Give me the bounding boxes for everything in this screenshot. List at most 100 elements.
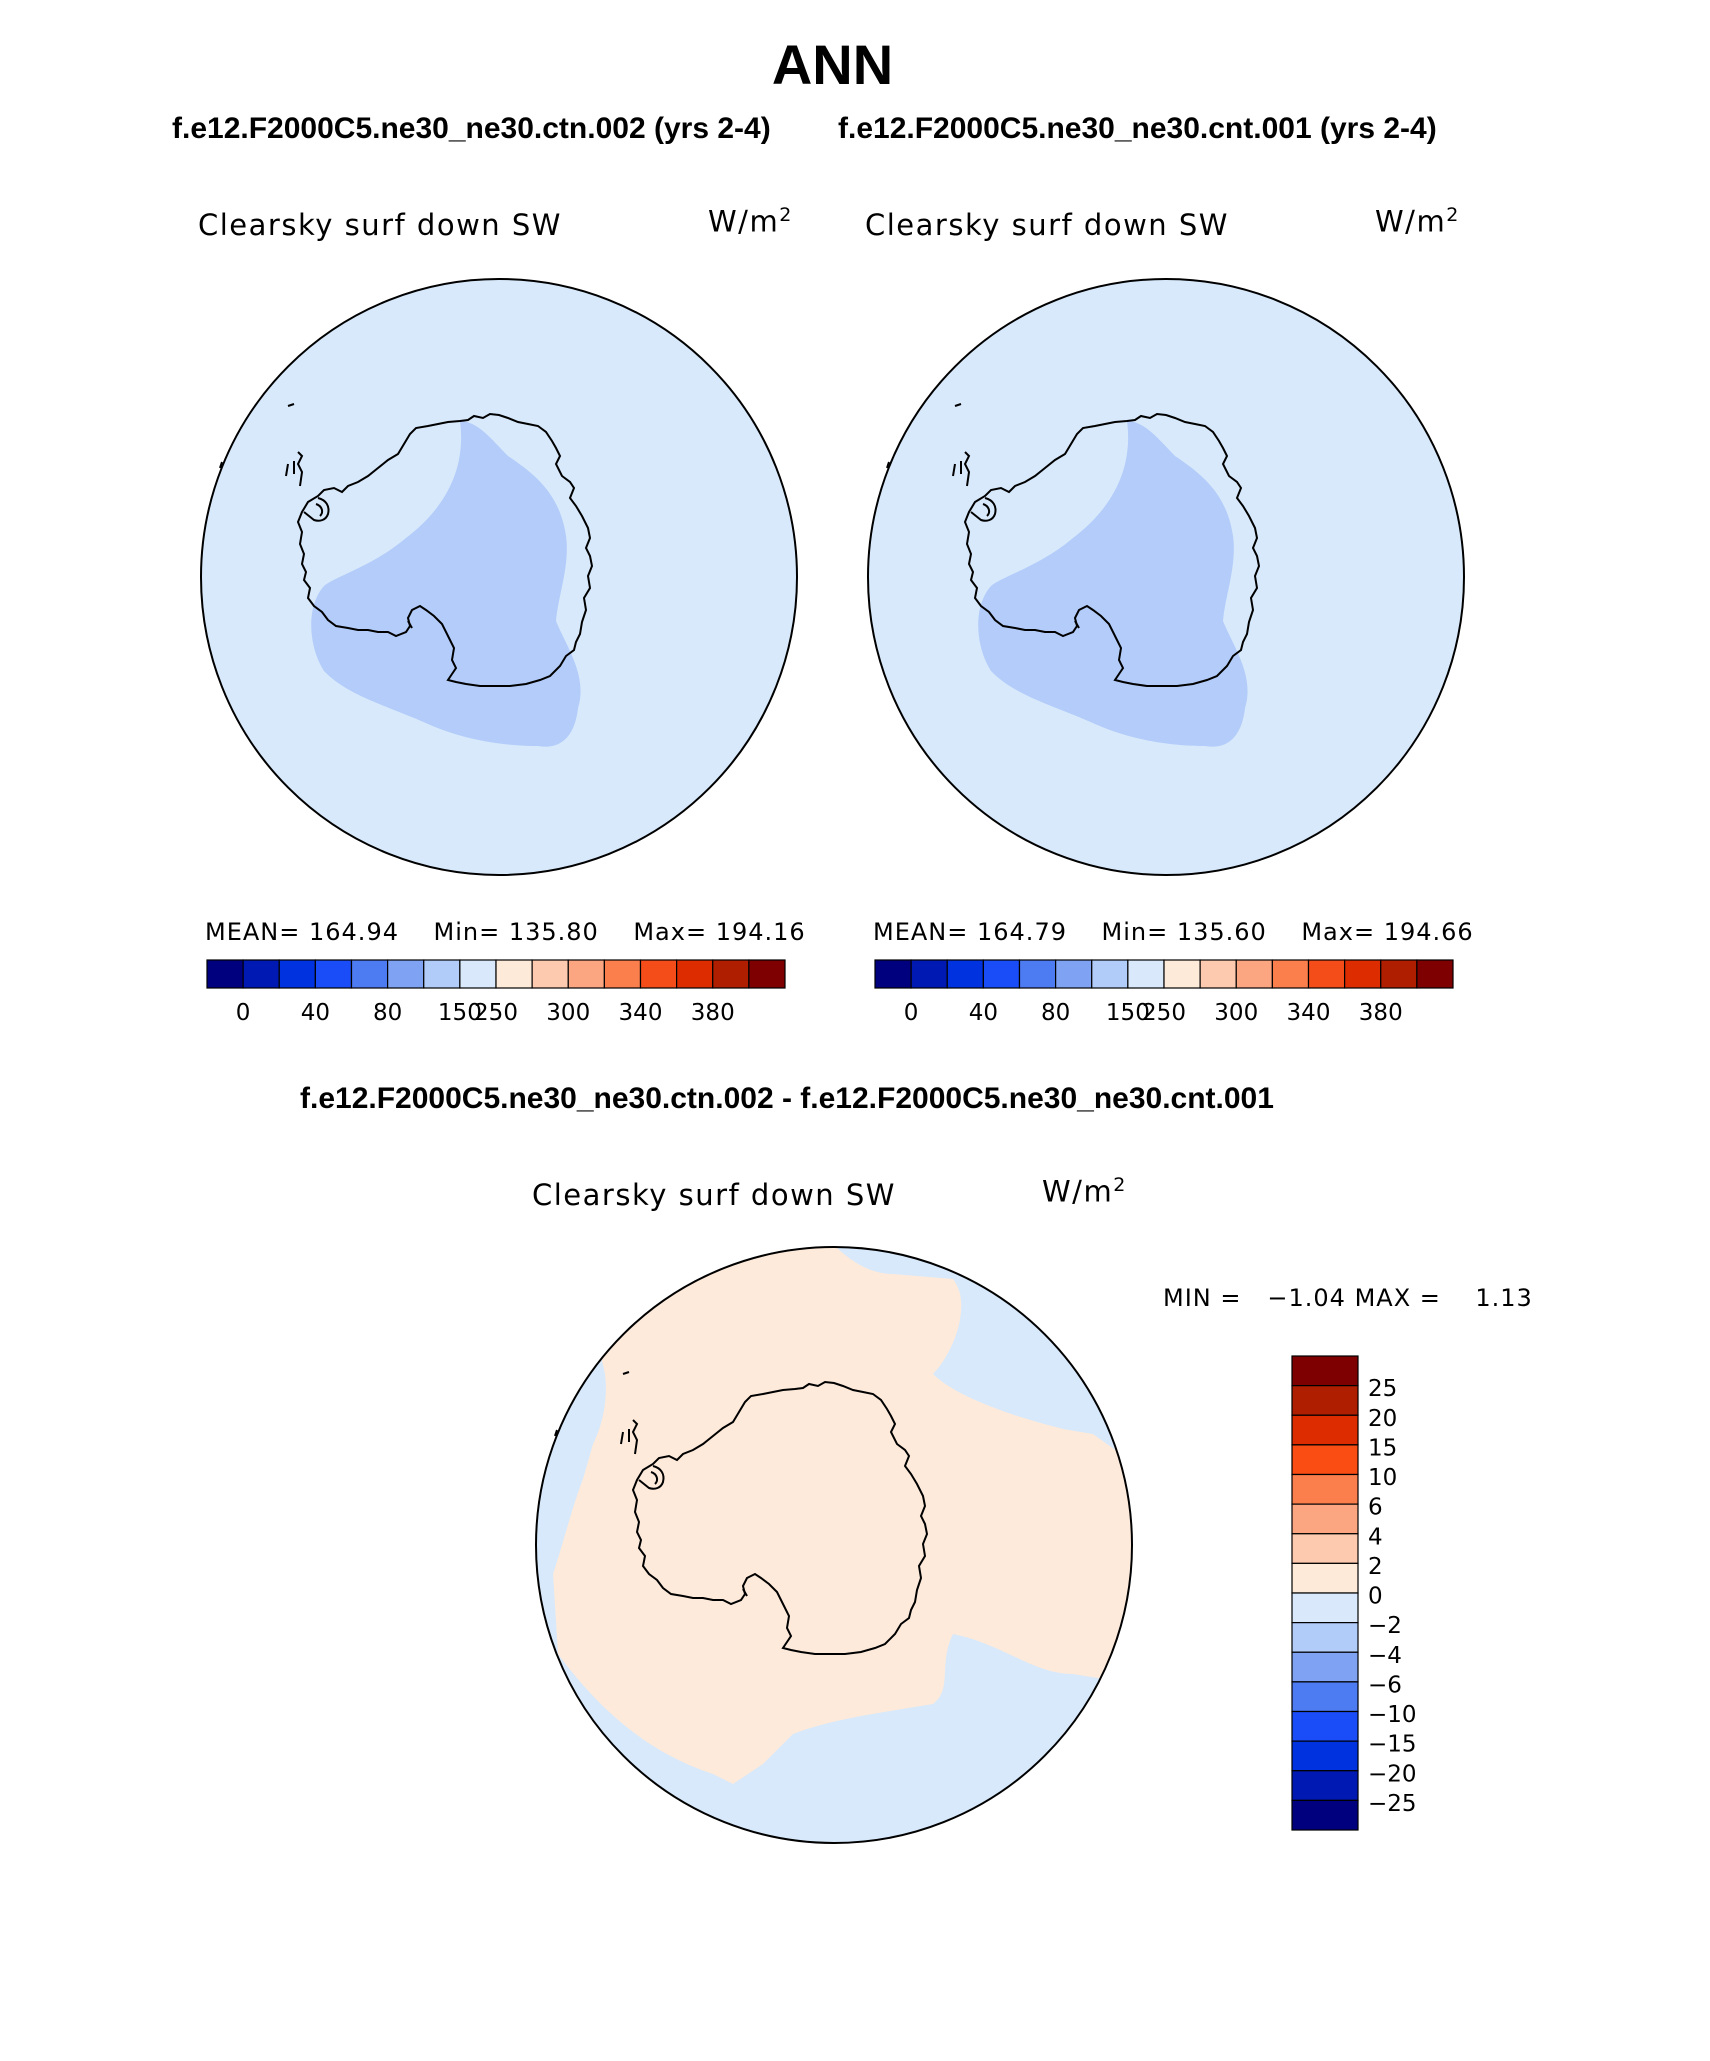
colorbar-box: [1291, 1651, 1359, 1683]
difference-map: [535, 1246, 1133, 1844]
colorbar-box: [1380, 959, 1418, 989]
colorbar-box: [603, 959, 642, 989]
colorbar-tick-label: 150: [1106, 1000, 1150, 1026]
colorbar-tick-label: 380: [691, 1000, 735, 1026]
panel2-mean-value: 164.79: [977, 918, 1067, 946]
colorbar-box: [1291, 1414, 1359, 1446]
colorbar-box: [567, 959, 605, 989]
panel1-stats: MEAN= 164.94 Min= 135.80 Max= 194.16: [205, 918, 806, 946]
colorbar-tick-label: 340: [619, 1000, 663, 1026]
colorbar-box: [1091, 959, 1129, 989]
colorbar-box: [531, 959, 569, 989]
colorbar-tick-label: 40: [969, 1000, 998, 1026]
colorbar-tick-label: 300: [546, 1000, 590, 1026]
colorbar-tick-label: 10: [1368, 1465, 1397, 1491]
diff-variable-label: Clearsky surf down SW: [532, 1178, 896, 1212]
colorbar-box: [1291, 1622, 1359, 1653]
colorbar-tick-label: 80: [1041, 1000, 1070, 1026]
colorbar-box: [1127, 959, 1165, 989]
colorbar-tick-label: −6: [1368, 1672, 1402, 1698]
colorbar-box: [1291, 1799, 1359, 1831]
colorbar-tick-label: −2: [1368, 1613, 1402, 1639]
panel1-mean-value: 164.94: [309, 918, 399, 946]
colorbar-box: [1291, 1444, 1359, 1476]
colorbar-tick-label: 340: [1287, 1000, 1331, 1026]
colorbar-tick-label: 300: [1214, 1000, 1258, 1026]
colorbar-box: [1291, 1473, 1359, 1505]
colorbar-tick-label: 40: [301, 1000, 330, 1026]
colorbar-box: [910, 959, 948, 989]
colorbar-box: [1291, 1592, 1359, 1624]
panel2-variable-label: Clearsky surf down SW: [865, 208, 1229, 242]
colorbar-tick-label: 0: [1368, 1584, 1383, 1610]
colorbar-box: [1307, 959, 1346, 989]
diff-minmax: MIN = −1.04 MAX = 1.13: [1163, 1284, 1533, 1312]
colorbar-box: [1344, 959, 1382, 989]
colorbar-box: [874, 959, 912, 989]
colorbar-tick-label: −10: [1368, 1702, 1417, 1728]
colorbar-box: [1199, 959, 1237, 989]
colorbar-box: [1291, 1562, 1359, 1594]
colorbar-box: [1163, 959, 1201, 989]
panel2-antarctica-coastline: [886, 403, 1261, 687]
colorbar-box: [1291, 1503, 1359, 1535]
colorbar-tick-label: 6: [1368, 1495, 1383, 1521]
colorbar-tick-label: 0: [236, 1000, 251, 1026]
colorbar-box: [1271, 959, 1310, 989]
panel2-units-label: W/m2: [1375, 204, 1460, 239]
colorbar-box: [1291, 1355, 1359, 1387]
panel1-max-value: 194.16: [715, 918, 806, 946]
colorbar-tick-label: 25: [1368, 1376, 1397, 1402]
colorbar-box: [982, 959, 1021, 989]
colorbar-tick-label: 4: [1368, 1524, 1383, 1550]
diff-map-border: [535, 1246, 1133, 1844]
colorbar-box: [748, 959, 786, 989]
colorbar-box: [242, 959, 280, 989]
colorbar-box: [1291, 1681, 1359, 1713]
panel1-map: [200, 278, 798, 876]
subtitle-test-case: f.e12.F2000C5.ne30_ne30.ctn.002 (yrs 2-4…: [172, 112, 771, 145]
colorbar-box: [1291, 1533, 1359, 1564]
colorbar-tick-label: 380: [1359, 1000, 1403, 1026]
colorbar-box: [712, 959, 750, 989]
panel1-low-value-region: [311, 421, 581, 747]
colorbar-box: [1055, 959, 1093, 989]
colorbar-box: [206, 959, 244, 989]
colorbar-box: [1291, 1770, 1359, 1801]
colorbar-box: [1291, 1740, 1359, 1772]
colorbar-box: [946, 959, 984, 989]
colorbar-tick-label: 15: [1368, 1435, 1397, 1461]
colorbar-tick-label: 150: [438, 1000, 482, 1026]
colorbar-tick-label: −20: [1368, 1761, 1417, 1787]
subtitle-control-case: f.e12.F2000C5.ne30_ne30.cnt.001 (yrs 2-4…: [838, 112, 1437, 145]
panel2-map-border: [867, 278, 1465, 876]
colorbar-box: [1235, 959, 1273, 989]
colorbar-box: [1416, 959, 1454, 989]
panel2-stats: MEAN= 164.79 Min= 135.60 Max= 194.66: [873, 918, 1474, 946]
figure-title: ANN: [771, 33, 894, 96]
colorbar-tick-label: 2: [1368, 1554, 1383, 1580]
diff-positive-region: [553, 1247, 1132, 1784]
colorbar-tick-label: −25: [1368, 1791, 1417, 1817]
colorbar-box: [350, 959, 389, 989]
diff-min-value: −1.04: [1267, 1284, 1346, 1312]
panel2-low-value-region: [978, 421, 1248, 747]
colorbar-box: [1018, 959, 1057, 989]
panel1-antarctica-coastline: [219, 403, 594, 687]
colorbar-box: [676, 959, 714, 989]
colorbar-box: [387, 959, 425, 989]
colorbar-box: [1291, 1710, 1359, 1742]
panel1-map-border: [200, 278, 798, 876]
colorbar-box: [459, 959, 497, 989]
colorbar-box: [423, 959, 461, 989]
colorbar-tick-label: 250: [1142, 1000, 1186, 1026]
colorbar-tick-label: −4: [1368, 1643, 1402, 1669]
difference-title: f.e12.F2000C5.ne30_ne30.ctn.002 - f.e12.…: [300, 1082, 1274, 1115]
diff-units-label: W/m2: [1042, 1174, 1127, 1209]
panel2-max-value: 194.66: [1383, 918, 1474, 946]
colorbar-box: [639, 959, 678, 989]
colorbar-tick-label: 80: [373, 1000, 402, 1026]
panel1-min-value: 135.80: [508, 918, 599, 946]
